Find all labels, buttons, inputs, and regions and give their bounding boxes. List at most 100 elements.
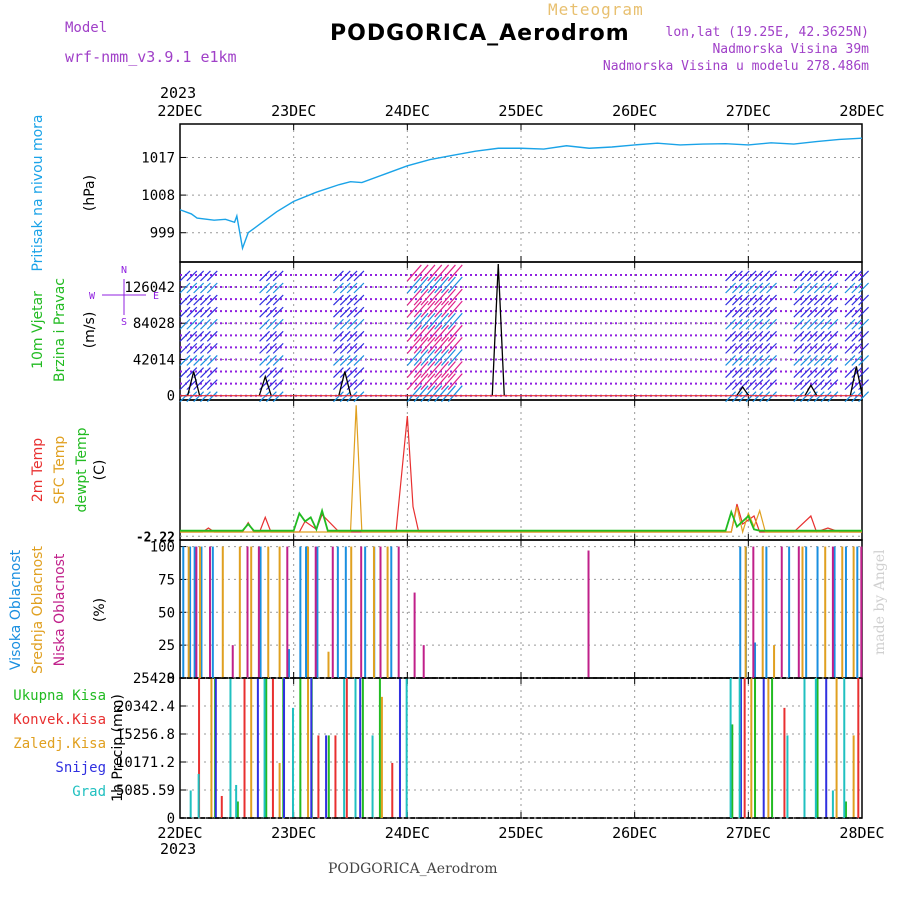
wind-barb bbox=[851, 306, 863, 318]
wind-barb bbox=[265, 294, 277, 306]
x-tick-label-bottom: 23DEC bbox=[271, 824, 316, 842]
wind-barb bbox=[858, 330, 870, 342]
wind-barb bbox=[793, 379, 805, 391]
wind-barb bbox=[793, 342, 805, 354]
wind-barb bbox=[427, 264, 443, 282]
wind-barb bbox=[731, 342, 743, 354]
wind-barb bbox=[179, 330, 191, 342]
wind-barb bbox=[725, 342, 737, 354]
wind-barb bbox=[346, 342, 358, 354]
wind-barb bbox=[851, 342, 863, 354]
x-tick-label-top: 27DEC bbox=[726, 102, 771, 120]
cloud-bar bbox=[739, 546, 742, 678]
compass-w: W bbox=[89, 291, 96, 302]
precip-bar bbox=[265, 678, 268, 818]
precip-bar bbox=[210, 678, 213, 818]
y-tick-label: 25428 bbox=[133, 671, 175, 687]
cloud-bar bbox=[744, 546, 747, 678]
precip-bar bbox=[317, 735, 320, 818]
wind-barb bbox=[353, 391, 365, 403]
wind-barb bbox=[745, 270, 757, 282]
precip-bar bbox=[345, 678, 348, 818]
wind-barb bbox=[766, 391, 777, 403]
wind-speed-spike bbox=[804, 384, 818, 397]
wind-barb bbox=[745, 318, 757, 330]
wind-barb bbox=[413, 288, 429, 306]
wind-barb bbox=[766, 379, 777, 391]
wind-barb bbox=[339, 318, 351, 330]
wind-barb bbox=[333, 306, 344, 318]
precip-bar bbox=[243, 678, 246, 818]
wind-barb bbox=[406, 373, 422, 391]
cloud-bar bbox=[299, 546, 302, 678]
wind-barb bbox=[186, 391, 198, 403]
wind-barb bbox=[406, 264, 422, 282]
wind-barb bbox=[725, 355, 737, 366]
precip-bar bbox=[767, 678, 770, 818]
wind-barb bbox=[766, 367, 777, 378]
wind-barb bbox=[346, 294, 358, 306]
wind-barb bbox=[346, 330, 358, 342]
precip-bar bbox=[738, 678, 741, 818]
wind-barb bbox=[179, 294, 191, 306]
precip-bar bbox=[278, 762, 281, 818]
wind-barb bbox=[420, 373, 436, 391]
wind-barb bbox=[272, 294, 284, 306]
wind-barb bbox=[793, 294, 805, 306]
wind-barb bbox=[745, 342, 757, 354]
wind-barb bbox=[186, 294, 198, 306]
precip-legend-item: Grad bbox=[72, 784, 106, 800]
cloud-bar bbox=[788, 546, 791, 678]
wind-barb bbox=[413, 324, 429, 342]
wind-barb bbox=[434, 373, 450, 391]
precip-bar bbox=[391, 762, 394, 818]
wind-barb bbox=[353, 379, 365, 391]
wind-barb bbox=[200, 318, 211, 330]
cloud-bar bbox=[761, 546, 764, 678]
wind-barb bbox=[447, 336, 463, 354]
model-label: Model bbox=[65, 20, 108, 36]
wind-barb bbox=[844, 330, 856, 342]
wind-barb bbox=[851, 391, 863, 403]
precip-bar bbox=[325, 735, 328, 818]
wind-barb bbox=[759, 294, 771, 306]
wind-barb bbox=[406, 300, 422, 318]
precip-bar bbox=[263, 678, 266, 818]
wind-barb bbox=[420, 276, 436, 294]
cloud-bar bbox=[199, 546, 202, 678]
wind-barb bbox=[793, 318, 805, 330]
wind-barb bbox=[434, 349, 450, 366]
wind-barb bbox=[738, 342, 750, 354]
wind-barb bbox=[800, 294, 812, 306]
pressure-unit-label: (hPa) bbox=[82, 175, 98, 211]
wind-barb bbox=[858, 391, 870, 403]
wind-barb bbox=[813, 367, 825, 378]
precip-bar bbox=[307, 678, 310, 818]
wind-barb bbox=[766, 330, 777, 342]
wind-barb bbox=[851, 318, 863, 330]
cloud-bar bbox=[844, 546, 847, 678]
wind-barb bbox=[447, 324, 463, 342]
wind-barb bbox=[413, 312, 429, 330]
cloud-bar bbox=[189, 546, 192, 678]
wind-barb bbox=[807, 355, 818, 366]
wind-barb bbox=[731, 355, 743, 366]
wind-barb bbox=[800, 270, 812, 282]
cloud-bar bbox=[307, 546, 310, 678]
precip-bar bbox=[197, 773, 200, 818]
wind-barb bbox=[447, 349, 463, 366]
cloud-bar bbox=[221, 546, 224, 678]
y-tick-label: 75 bbox=[158, 572, 175, 588]
cloud-bar bbox=[257, 546, 260, 678]
wind-barb bbox=[193, 318, 205, 330]
cloud-bar bbox=[397, 546, 400, 678]
cloud-bar bbox=[238, 546, 241, 678]
cloud-bar bbox=[801, 546, 804, 678]
panel-frame-temperature bbox=[179, 399, 863, 541]
wind-barb bbox=[406, 336, 422, 354]
precip-bar bbox=[271, 678, 274, 818]
wind-barb bbox=[259, 391, 270, 403]
wind-barb bbox=[738, 318, 750, 330]
wind-barb bbox=[333, 318, 344, 330]
